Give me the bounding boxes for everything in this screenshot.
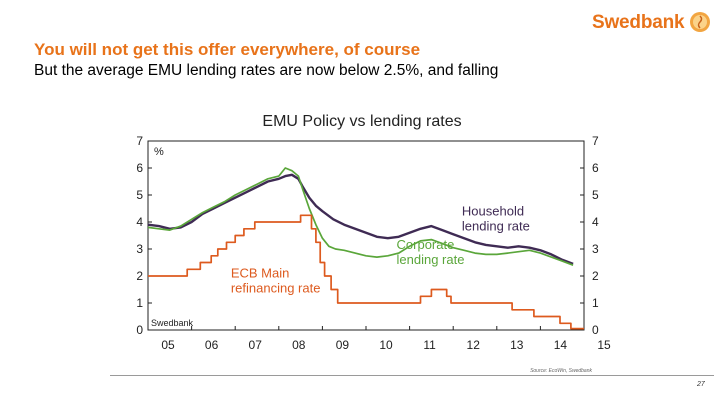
x-tick-label: 11 [423,338,436,352]
page-number: 27 [697,381,705,388]
oak-tree-icon [690,12,710,32]
series-line-2 [148,214,584,330]
annotation-line: lending rate [462,218,530,233]
y-tick-label-left: 6 [136,161,143,175]
x-tick-label: 12 [467,338,481,352]
series-annotation: ECB Main refinancing rate [231,265,321,295]
line-chart: EMU Policy vs lending rates % Swedbank S… [136,113,611,374]
y-tick-label-right: 1 [592,296,599,310]
source-note: Source: EcoWin, Swedbank [530,368,592,374]
series-line-0 [147,173,574,266]
y-tick-label-right: 4 [592,215,599,229]
x-tick-label: 07 [249,338,263,352]
x-tick-label: 15 [597,338,611,352]
brand-name: Swedbank [592,12,685,33]
y-tick-label-left: 0 [136,323,143,337]
y-tick-label-left: 4 [136,215,143,229]
y-tick-label-left: 3 [136,242,143,256]
footer-rule [110,375,714,376]
y-tick-label-right: 7 [592,134,599,148]
chart-title: EMU Policy vs lending rates [262,113,461,130]
annotation-line: ECB Main [231,265,290,280]
annotation-line: Household [462,203,524,218]
x-tick-label: 06 [205,338,219,352]
y-tick-label-right: 2 [592,269,599,283]
brand-logo: Swedbank [592,10,712,40]
y-tick-label-left: 2 [136,269,143,283]
y-tick-label-left: 1 [136,296,143,310]
watermark: Swedbank [151,318,194,328]
x-tick-label: 10 [379,338,393,352]
y-tick-label-right: 3 [592,242,599,256]
x-tick-label: 09 [336,338,350,352]
x-tick-label: 13 [510,338,524,352]
annotation-line: refinancing rate [231,280,321,295]
series-annotation: Corporate lending rate [397,237,465,267]
unit-label: % [154,146,164,158]
x-tick-label: 14 [554,338,568,352]
y-tick-label-left: 5 [136,188,143,202]
y-tick-label-left: 7 [136,134,143,148]
annotation-line: Corporate [397,237,455,252]
plot-frame [147,140,585,331]
annotation-line: lending rate [397,252,465,267]
series-annotation: Household lending rate [462,203,530,233]
y-tick-label-right: 0 [592,323,599,337]
headline: You will not get this offer everywhere, … [34,40,421,59]
y-tick-label-right: 5 [592,188,599,202]
x-tick-label: 05 [161,338,175,352]
y-tick-label-right: 6 [592,161,599,175]
series-line-1 [147,167,574,266]
subline: But the average EMU lending rates are no… [34,62,499,79]
x-tick-label: 08 [292,338,306,352]
